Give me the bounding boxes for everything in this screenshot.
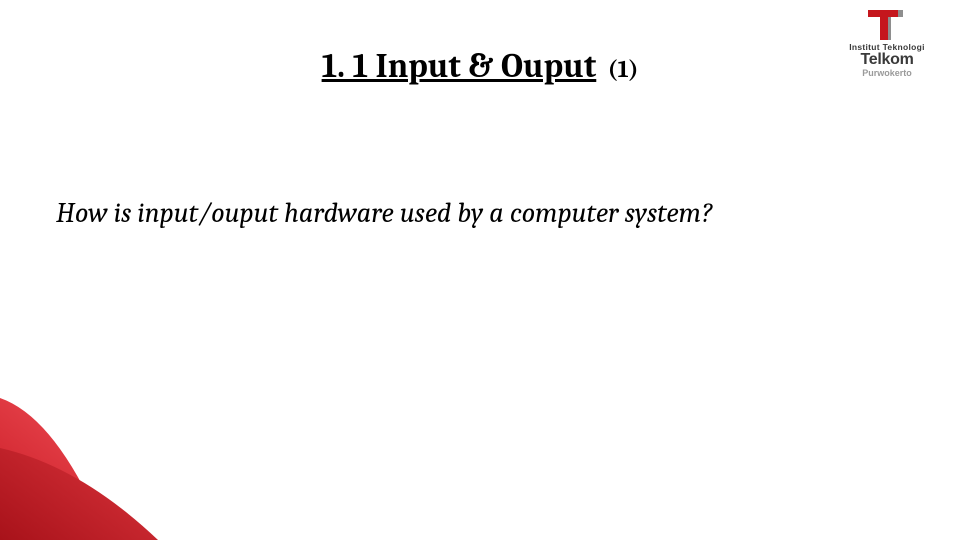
corner-decoration-icon (0, 370, 180, 540)
slide: Institut Teknologi Telkom Purwokerto 1. … (0, 0, 960, 540)
slide-body-text: How is input/ouput hardware used by a co… (56, 195, 894, 233)
title-main-text: 1. 1 Input & Ouput (322, 46, 597, 86)
slide-title: 1. 1 Input & Ouput (1) (0, 46, 960, 86)
logo-mark-icon (863, 10, 911, 40)
title-sub-text: (1) (608, 55, 639, 83)
